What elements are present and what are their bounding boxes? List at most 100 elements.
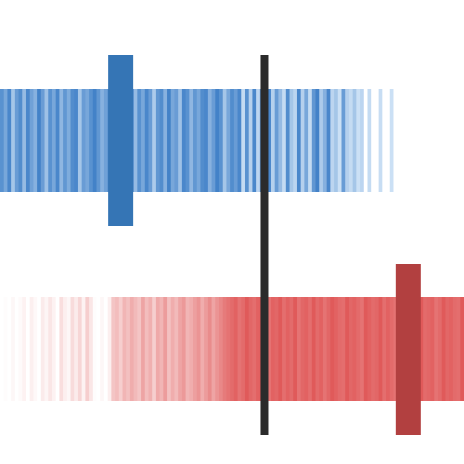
- strip-red-cell: [348, 297, 354, 401]
- strip-blue-cell: [44, 89, 49, 192]
- strip-blue-cell: [29, 89, 35, 192]
- strip-red-cell: [181, 297, 187, 401]
- strip-red-cell: [308, 297, 313, 401]
- strip-blue-cell: [352, 89, 357, 192]
- strip-red-cell: [77, 297, 83, 401]
- strip-blue-cell: [315, 89, 320, 192]
- strip-blue-cell: [393, 89, 398, 192]
- strip-blue-cell: [304, 89, 309, 192]
- strip-blue-cell: [400, 89, 406, 192]
- strip-red-cell: [256, 297, 261, 401]
- strip-red-cell: [185, 297, 190, 401]
- strip-red-cell: [278, 297, 283, 401]
- strip-red-cell: [219, 297, 224, 401]
- strip-blue-cell: [289, 89, 294, 192]
- divider-line: [260, 55, 269, 435]
- strip-red-cell: [319, 297, 324, 401]
- strip-red-cell: [211, 297, 216, 401]
- strip-red-cell: [51, 297, 57, 401]
- strip-red-cell: [341, 297, 346, 401]
- strip-red-cell: [3, 297, 9, 401]
- strip-blue-cell: [389, 89, 395, 192]
- strip-blue: [0, 89, 464, 192]
- strip-red-cell: [204, 297, 209, 401]
- strip-red-cell: [0, 297, 5, 401]
- strip-blue-cell: [100, 89, 105, 192]
- strip-blue-cell: [215, 89, 220, 192]
- strip-red-cell: [55, 297, 60, 401]
- strip-blue-cell: [252, 89, 257, 192]
- strip-red-cell: [304, 297, 309, 401]
- strip-red-cell: [7, 297, 12, 401]
- strip-blue-cell: [222, 89, 228, 192]
- strip-red-cell: [137, 297, 142, 401]
- strip-red-cell: [289, 297, 294, 401]
- strip-red-cell: [81, 297, 86, 401]
- strip-blue-cell: [300, 89, 305, 192]
- strip-red-cell: [285, 297, 291, 401]
- strip-red-cell: [133, 297, 138, 401]
- strip-red-cell: [14, 297, 20, 401]
- blue-marker: [108, 55, 134, 226]
- strip-blue-cell: [285, 89, 291, 192]
- strip-red-cell: [103, 297, 109, 401]
- strip-blue-cell: [85, 89, 90, 192]
- strip-red-cell: [393, 297, 398, 401]
- strip-blue-cell: [200, 89, 205, 192]
- strip-red-cell: [178, 297, 183, 401]
- strip-blue-cell: [204, 89, 209, 192]
- strip-red-cell: [70, 297, 75, 401]
- strip-red-cell: [85, 297, 90, 401]
- strip-red-cell: [460, 297, 464, 401]
- strip-blue-cell: [18, 89, 23, 192]
- strip-blue-cell: [445, 89, 450, 192]
- strip-blue-cell: [167, 89, 172, 192]
- strip-red-cell: [118, 297, 124, 401]
- strip-blue-cell: [326, 89, 331, 192]
- strip-red-cell: [367, 297, 372, 401]
- strip-blue-cell: [196, 89, 202, 192]
- strip-red-cell: [374, 297, 380, 401]
- strip-red-cell: [233, 297, 239, 401]
- strip-blue-cell: [341, 89, 346, 192]
- strip-red-cell: [389, 297, 395, 401]
- strip-red-cell: [193, 297, 198, 401]
- strip-blue-cell: [66, 89, 72, 192]
- strip-red-cell: [386, 297, 391, 401]
- strip-red-cell: [356, 297, 361, 401]
- strip-blue-cell: [33, 89, 38, 192]
- strip-blue-cell: [423, 89, 428, 192]
- strip-red-cell: [155, 297, 161, 401]
- strip-red-cell: [174, 297, 179, 401]
- strip-blue-cell: [133, 89, 138, 192]
- strip-blue-cell: [274, 89, 279, 192]
- strip-blue-cell: [174, 89, 179, 192]
- strip-blue-cell: [248, 89, 254, 192]
- strip-red-cell: [222, 297, 228, 401]
- strip-red-cell: [144, 297, 150, 401]
- strip-blue-cell: [267, 89, 272, 192]
- strip-red-cell: [107, 297, 112, 401]
- strip-blue-cell: [404, 89, 409, 192]
- strip-red-cell: [92, 297, 98, 401]
- strip-red-cell: [40, 297, 46, 401]
- strip-blue-cell: [419, 89, 424, 192]
- strip-blue-cell: [386, 89, 391, 192]
- strip-red-cell: [241, 297, 246, 401]
- strip-blue-cell: [256, 89, 261, 192]
- strip-blue-cell: [155, 89, 161, 192]
- strip-blue-cell: [141, 89, 146, 192]
- strip-red-cell: [129, 297, 135, 401]
- strip-red-cell: [148, 297, 153, 401]
- markers-layer: [108, 55, 421, 435]
- strip-red-cell: [274, 297, 279, 401]
- strip-blue-cell: [96, 89, 101, 192]
- strip-blue-cell: [178, 89, 183, 192]
- strip-red-cell: [300, 297, 305, 401]
- strip-red-cell: [438, 297, 443, 401]
- strip-red-cell: [345, 297, 350, 401]
- strip-blue-cell: [207, 89, 213, 192]
- strip-blue-cell: [226, 89, 231, 192]
- strip-red-cell: [74, 297, 79, 401]
